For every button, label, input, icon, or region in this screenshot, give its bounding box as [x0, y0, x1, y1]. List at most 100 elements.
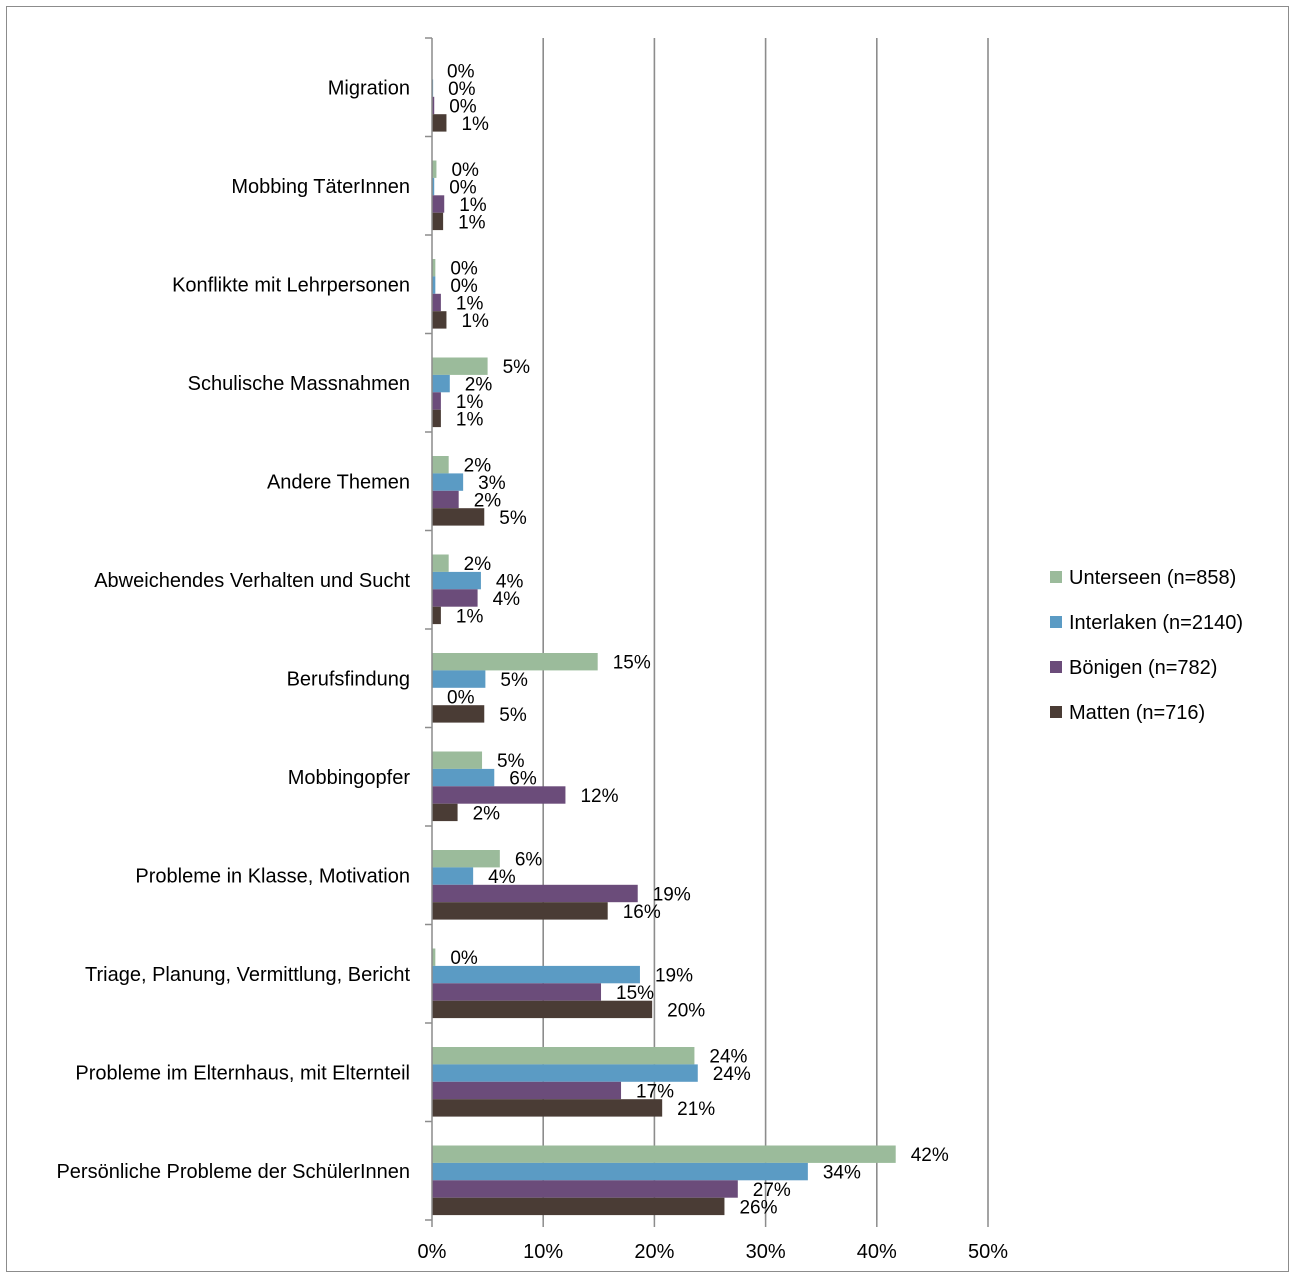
value-label: 1% [459, 195, 487, 216]
category-label-mobbingopfer: Mobbingopfer [288, 767, 411, 789]
bar-matten-n-716-mobbing-taeterinnen [432, 212, 444, 231]
category-label-probleme-in-klasse-motivation: Probleme in Klasse, Motivation [135, 865, 410, 887]
value-label: 1% [456, 409, 484, 430]
legend-label-interlaken-n-2140: Interlaken (n=2140) [1069, 612, 1243, 634]
value-label: 0% [448, 79, 476, 100]
x-tick-labels: 0% 10% 20% 30% 40% 50% [418, 1241, 1009, 1263]
category-label-probleme-im-elternhaus-mit-elternteil: Probleme im Elternhaus, mit Elternteil [75, 1062, 410, 1084]
legend-swatch-matten-n-716 [1050, 706, 1062, 718]
value-label: 27% [753, 1180, 791, 1201]
bar-matten-n-716-konflikte-mit-lehrpersonen [432, 311, 447, 329]
value-label: 5% [497, 751, 525, 772]
gridlines [542, 38, 989, 1220]
bar-interlaken-n-2140-abweichendes-verhalten-und-sucht [432, 571, 481, 590]
value-label: 5% [499, 508, 527, 529]
value-label: 12% [580, 786, 618, 807]
value-label: 4% [496, 572, 524, 593]
bar-boenigen-n-782-konflikte-mit-lehrpersonen [432, 293, 441, 312]
bar-matten-n-716-migration [432, 114, 447, 132]
value-label: 1% [461, 311, 489, 332]
x-tick-label: 0% [418, 1241, 447, 1263]
value-label: 21% [677, 1099, 715, 1120]
x-tick-label: 30% [746, 1241, 786, 1263]
bar-boenigen-n-782-mobbingopfer [432, 786, 566, 804]
bar-boenigen-n-782-abweichendes-verhalten-und-sucht [432, 589, 478, 607]
bar-boenigen-n-782-persoenliche-probleme-der-schuelerinnen [432, 1180, 738, 1198]
value-label: 2% [464, 554, 492, 575]
value-label: 42% [911, 1145, 949, 1166]
bar-matten-n-716-triage-planung-vermittlung-bericht [432, 1000, 653, 1019]
category-label-migration: Migration [328, 77, 410, 99]
bar-interlaken-n-2140-mobbingopfer [432, 768, 495, 787]
value-label: 0% [449, 178, 477, 199]
bar-chart: 0%0%0%1%0%0%1%1%0%0%1%1%5%2%1%1%2%3%2%5%… [56, 37, 1243, 1263]
bar-unterseen-n-858-andere-themen [432, 456, 449, 474]
chart-frame: 0% 0% 0% 1% 0% 0% 1% 1% 0% 0% 1% 1% 5% 2% 1% 1% 2% 3% 2% 5%… [6, 6, 1289, 1272]
value-label: 6% [515, 850, 543, 871]
value-label: 26% [739, 1197, 777, 1218]
x-tick-label: 40% [857, 1241, 897, 1263]
value-label: 19% [653, 885, 691, 906]
bar-boenigen-n-782-andere-themen [432, 490, 459, 509]
bar-interlaken-n-2140-persoenliche-probleme-der-schuelerinnen [432, 1162, 808, 1181]
value-label: 1% [456, 294, 484, 315]
bar-unterseen-n-858-probleme-im-elternhaus-mit-elternteil [432, 1047, 695, 1065]
bar-unterseen-n-858-triage-planung-vermittlung-bericht [432, 948, 436, 966]
bar-interlaken-n-2140-triage-planung-vermittlung-bericht [432, 965, 640, 984]
bar-boenigen-n-782-migration [432, 96, 435, 115]
category-label-triage-planung-vermittlung-bericht: Triage, Planung, Vermittlung, Bericht [85, 964, 410, 986]
bar-matten-n-716-persoenliche-probleme-der-schuelerinnen [432, 1197, 725, 1216]
category-label-mobbing-taeterinnen: Mobbing TäterInnen [231, 176, 410, 198]
legend: Unterseen (n=858) Interlaken (n=2140) Böni… [1050, 567, 1243, 724]
x-tick-label: 20% [634, 1241, 674, 1263]
value-label: 17% [636, 1082, 674, 1103]
value-label: 0% [449, 97, 477, 118]
value-label: 24% [713, 1064, 751, 1085]
bar-matten-n-716-andere-themen [432, 508, 485, 526]
bar-boenigen-n-782-triage-planung-vermittlung-bericht [432, 983, 602, 1001]
bar-interlaken-n-2140-andere-themen [432, 473, 464, 491]
axes [425, 37, 989, 1227]
bar-boenigen-n-782-probleme-im-elternhaus-mit-elternteil [432, 1081, 622, 1100]
bar-matten-n-716-mobbingopfer [432, 803, 458, 822]
value-label: 16% [623, 902, 661, 923]
value-labels: 0%0%0%1%0%0%1%1%0%0%1%1%5%2%1%1%2%3%2%5%… [447, 62, 949, 1219]
bar-unterseen-n-858-abweichendes-verhalten-und-sucht [432, 554, 449, 572]
bar-unterseen-n-858-persoenliche-probleme-der-schuelerinnen [432, 1145, 896, 1163]
bars [432, 79, 896, 1216]
value-label: 4% [493, 589, 521, 610]
value-label: 6% [509, 769, 537, 790]
value-label: 0% [450, 259, 478, 280]
category-label-persoenliche-probleme-der-schuelerinnen: Persönliche Probleme der SchülerInnen [56, 1161, 410, 1183]
value-label: 24% [709, 1047, 747, 1068]
legend-label-unterseen-n-858: Unterseen (n=858) [1069, 567, 1236, 589]
value-label: 2% [464, 456, 492, 477]
bar-unterseen-n-858-mobbing-taeterinnen [432, 160, 437, 178]
value-label: 3% [478, 473, 506, 494]
value-label: 20% [667, 1000, 705, 1021]
bar-interlaken-n-2140-konflikte-mit-lehrpersonen [432, 276, 436, 294]
value-label: 15% [613, 653, 651, 674]
value-label: 5% [503, 357, 531, 378]
value-label: 1% [458, 212, 486, 233]
value-label: 5% [499, 705, 527, 726]
value-label: 4% [488, 867, 516, 888]
legend-swatch-interlaken-n-2140 [1050, 616, 1062, 628]
bar-interlaken-n-2140-berufsfindung [432, 670, 486, 688]
bar-matten-n-716-berufsfindung [432, 705, 485, 723]
bar-matten-n-716-abweichendes-verhalten-und-sucht [432, 606, 441, 625]
bar-matten-n-716-probleme-in-klasse-motivation [432, 902, 608, 920]
value-label: 19% [655, 966, 693, 987]
value-label: 34% [823, 1163, 861, 1184]
x-tick-label: 10% [523, 1241, 563, 1263]
bar-unterseen-n-858-mobbingopfer [432, 751, 483, 769]
bar-matten-n-716-probleme-im-elternhaus-mit-elternteil [432, 1099, 663, 1117]
bar-unterseen-n-858-probleme-in-klasse-motivation [432, 850, 500, 868]
bar-unterseen-n-858-schulische-massnahmen [432, 357, 488, 375]
category-labels: Migration Mobbing TäterInnen Konflikte mit… [56, 77, 410, 1183]
legend-swatch-unterseen-n-858 [1050, 571, 1062, 583]
category-label-abweichendes-verhalten-und-sucht: Abweichendes Verhalten und Sucht [94, 570, 410, 592]
value-label: 15% [616, 983, 654, 1004]
value-label: 2% [474, 491, 502, 512]
x-tick-label: 50% [968, 1241, 1008, 1263]
